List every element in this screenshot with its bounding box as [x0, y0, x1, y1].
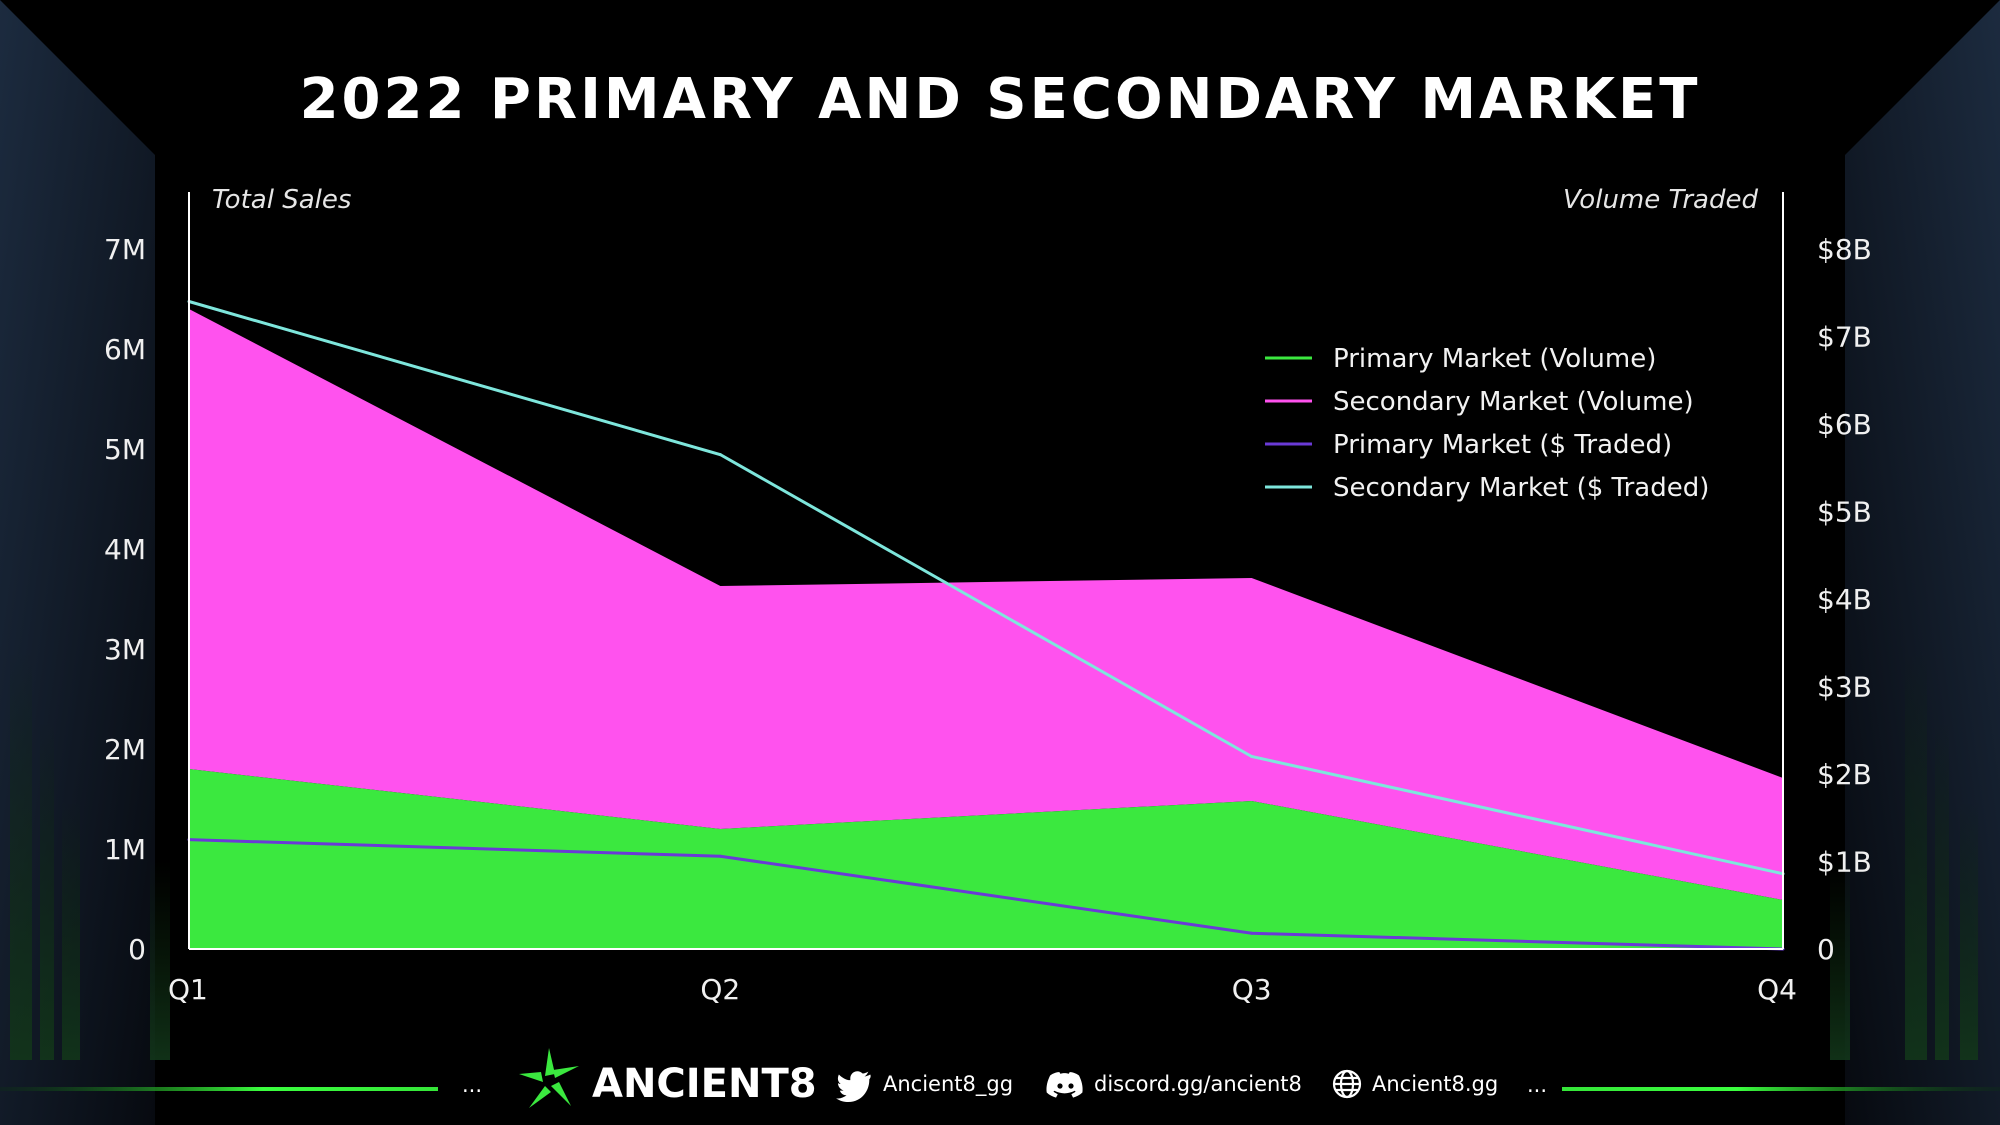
left-tick-label: 2M	[104, 733, 146, 766]
left-axis-title: Total Sales	[212, 185, 351, 215]
discord-url[interactable]: discord.gg/ancient8	[1094, 1072, 1302, 1096]
legend-item-label: Primary Market (Volume)	[1333, 344, 1656, 374]
x-tick-label: Q3	[1232, 973, 1272, 1006]
primary-traded-line-point	[1250, 931, 1254, 935]
right-tick-label: 0	[1817, 933, 1835, 966]
left-corner-panel	[0, 0, 155, 1125]
left-tick-label: 3M	[104, 633, 146, 666]
left-axis-ticks: 0 1M 2M 3M 4M 5M 6M 7M	[104, 233, 146, 966]
footer-glow-right	[1562, 1087, 2000, 1091]
background-bar	[1960, 800, 1978, 1060]
background-bar	[1830, 860, 1850, 1060]
right-tick-label: $4B	[1817, 583, 1872, 616]
left-tick-label: 6M	[104, 333, 146, 366]
right-tick-label: $8B	[1817, 233, 1872, 266]
background-bar	[1935, 720, 1949, 1060]
legend-item-label: Secondary Market ($ Traded)	[1333, 473, 1709, 503]
right-tick-label: $2B	[1817, 758, 1872, 791]
footer-dots-right: ...	[1527, 1073, 1547, 1097]
background-bars	[10, 650, 1978, 1060]
x-tick-label: Q4	[1757, 973, 1797, 1006]
right-tick-label: $6B	[1817, 408, 1872, 441]
website-url[interactable]: Ancient8.gg	[1372, 1072, 1498, 1096]
background-bar	[62, 800, 80, 1060]
right-axis-ticks: 0 $1B $2B $3B $4B $5B $6B $7B $8B	[1817, 233, 1872, 966]
x-tick-label: Q1	[168, 973, 208, 1006]
discord-icon	[1046, 1072, 1083, 1098]
background-bar	[40, 720, 54, 1060]
footer: ... ... ANCIENT8 Ancient8_gg	[0, 1048, 2000, 1108]
background-bar	[150, 860, 170, 1060]
left-tick-label: 0	[128, 933, 146, 966]
left-tick-label: 1M	[104, 833, 146, 866]
ancient8-logo-icon	[519, 1048, 579, 1108]
brand-name: ANCIENT8	[592, 1061, 817, 1107]
right-axis-title: Volume Traded	[1563, 185, 1758, 215]
x-axis-ticks: Q1 Q2 Q3 Q4	[168, 973, 1797, 1006]
footer-dots-left: ...	[462, 1073, 482, 1097]
right-tick-label: $3B	[1817, 671, 1872, 704]
plot-area: 0 1M 2M 3M 4M 5M 6M 7M 0 $1B $2B $3B $4B $5B $6B $7B $8…	[104, 192, 1872, 1006]
website-link[interactable]: Ancient8.gg	[1372, 1072, 1498, 1096]
legend: Primary Market (Volume) Secondary Market …	[1265, 344, 1709, 503]
footer-glow-left	[0, 1087, 438, 1091]
primary-traded-line-point	[718, 854, 722, 858]
secondary-traded-line-point	[718, 453, 722, 457]
primary-volume-area	[189, 769, 1783, 949]
background-bar	[1905, 650, 1927, 1060]
primary-traded-line	[188, 838, 1784, 951]
twitter-handle[interactable]: Ancient8_gg	[883, 1072, 1013, 1097]
discord-link[interactable]: discord.gg/ancient8	[1094, 1072, 1302, 1096]
background-bar	[10, 650, 32, 1060]
axes	[188, 192, 1784, 950]
right-tick-label: $1B	[1817, 846, 1872, 879]
x-tick-label: Q2	[700, 973, 740, 1006]
secondary-traded-line	[188, 300, 1784, 876]
twitter-icon	[836, 1071, 871, 1102]
left-tick-label: 4M	[104, 533, 146, 566]
globe-icon	[1332, 1069, 1362, 1099]
left-tick-label: 5M	[104, 433, 146, 466]
right-tick-label: $7B	[1817, 321, 1872, 354]
right-tick-label: $5B	[1817, 496, 1872, 529]
legend-item-label: Primary Market ($ Traded)	[1333, 430, 1672, 460]
secondary-traded-line-point	[1250, 755, 1254, 758]
legend-item-label: Secondary Market (Volume)	[1333, 387, 1694, 417]
twitter-link[interactable]: Ancient8_gg	[883, 1072, 1013, 1097]
chart-title: 2022 PRIMARY AND SECONDARY MARKET	[300, 67, 1701, 132]
left-tick-label: 7M	[104, 233, 146, 266]
